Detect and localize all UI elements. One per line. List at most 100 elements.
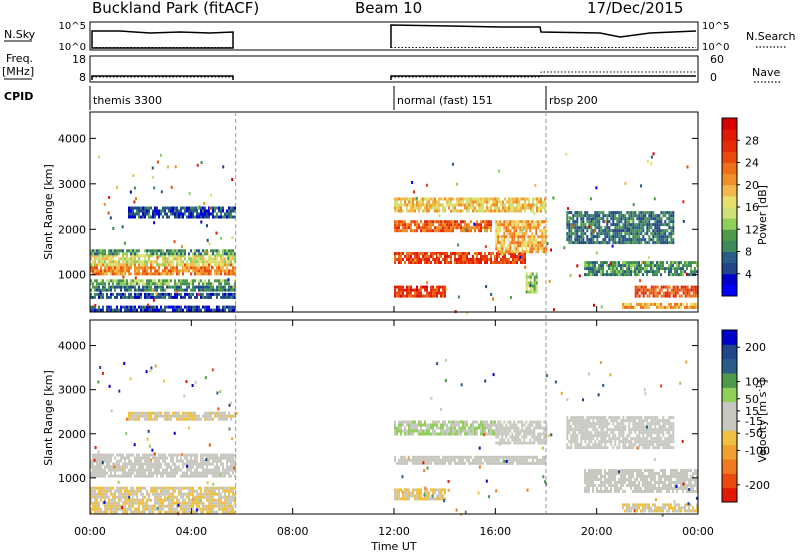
data-cell <box>616 241 618 244</box>
data-cell <box>136 469 138 472</box>
scatter-cell <box>411 181 413 184</box>
data-cell <box>490 456 492 459</box>
data-cell <box>184 293 186 296</box>
data-cell <box>94 466 96 469</box>
data-cell <box>404 462 406 465</box>
data-cell <box>94 289 96 292</box>
data-cell <box>460 229 462 232</box>
data-cell <box>92 496 94 499</box>
data-cell <box>188 490 190 493</box>
data-cell <box>160 279 162 282</box>
data-cell <box>424 421 426 424</box>
data-cell <box>426 198 428 201</box>
data-cell <box>517 226 519 229</box>
data-cell <box>584 226 586 229</box>
data-cell <box>666 235 668 238</box>
data-cell <box>216 266 218 269</box>
data-cell <box>154 260 156 263</box>
data-cell <box>176 257 178 260</box>
scatter-cell <box>104 203 106 206</box>
data-cell <box>162 475 164 478</box>
data-cell <box>525 250 527 253</box>
data-cell <box>124 490 126 493</box>
data-cell <box>190 499 192 502</box>
data-cell <box>543 232 545 235</box>
data-cell <box>96 309 98 312</box>
data-cell <box>530 462 532 465</box>
data-cell <box>228 263 230 266</box>
data-cell <box>100 466 102 469</box>
data-cell <box>512 255 514 258</box>
data-cell <box>408 292 410 295</box>
data-cell <box>220 309 222 312</box>
scatter-cell <box>651 156 653 159</box>
data-cell <box>454 261 456 264</box>
data-cell <box>148 249 150 252</box>
data-cell <box>110 263 112 266</box>
data-cell <box>196 502 198 505</box>
data-cell <box>529 241 531 244</box>
data-cell <box>190 505 192 508</box>
power-colorbar-tick-label: 8 <box>745 246 752 259</box>
data-cell <box>126 266 128 269</box>
data-cell <box>530 456 532 459</box>
data-cell <box>226 457 228 460</box>
data-cell <box>150 296 152 299</box>
data-cell <box>166 213 168 216</box>
data-cell <box>216 457 218 460</box>
data-cell <box>220 272 222 275</box>
data-cell <box>444 421 446 424</box>
data-cell <box>160 293 162 296</box>
data-cell <box>208 254 210 257</box>
data-cell <box>94 286 96 289</box>
data-cell <box>92 505 94 508</box>
data-cell <box>210 499 212 502</box>
data-cell <box>628 211 630 214</box>
data-cell <box>436 462 438 465</box>
data-cell <box>120 466 122 469</box>
data-cell <box>108 496 110 499</box>
data-cell <box>654 217 656 220</box>
data-cell <box>612 223 614 226</box>
data-cell <box>178 309 180 312</box>
data-cell <box>442 252 444 255</box>
data-cell <box>164 472 166 475</box>
data-cell <box>228 207 230 210</box>
data-cell <box>154 266 156 269</box>
scatter-cell <box>590 197 592 200</box>
data-cell <box>652 235 654 238</box>
data-cell <box>196 454 198 457</box>
data-cell <box>232 415 234 418</box>
data-cell <box>134 269 136 272</box>
data-cell <box>158 502 160 505</box>
data-cell <box>208 490 210 493</box>
data-cell <box>400 207 402 210</box>
data-cell <box>438 462 440 465</box>
data-cell <box>624 238 626 241</box>
data-cell <box>204 463 206 466</box>
data-cell <box>106 306 108 309</box>
data-cell <box>665 286 667 289</box>
scatter-cell <box>596 252 598 255</box>
data-cell <box>106 508 108 511</box>
data-cell <box>470 258 472 261</box>
data-cell <box>160 493 162 496</box>
data-cell <box>488 430 490 433</box>
data-cell <box>216 499 218 502</box>
data-cell <box>184 257 186 260</box>
data-cell <box>648 220 650 223</box>
data-cell <box>198 505 200 508</box>
nsearch-tick-top: 10^5 <box>702 21 729 32</box>
data-cell <box>156 213 158 216</box>
data-cell <box>668 232 670 235</box>
data-cell <box>394 497 396 500</box>
data-cell <box>172 415 174 418</box>
data-cell <box>410 433 412 436</box>
data-cell <box>148 254 150 257</box>
data-cell <box>224 216 226 219</box>
data-cell <box>428 255 430 258</box>
data-cell <box>172 511 174 514</box>
data-cell <box>531 247 533 250</box>
data-cell <box>394 255 396 258</box>
